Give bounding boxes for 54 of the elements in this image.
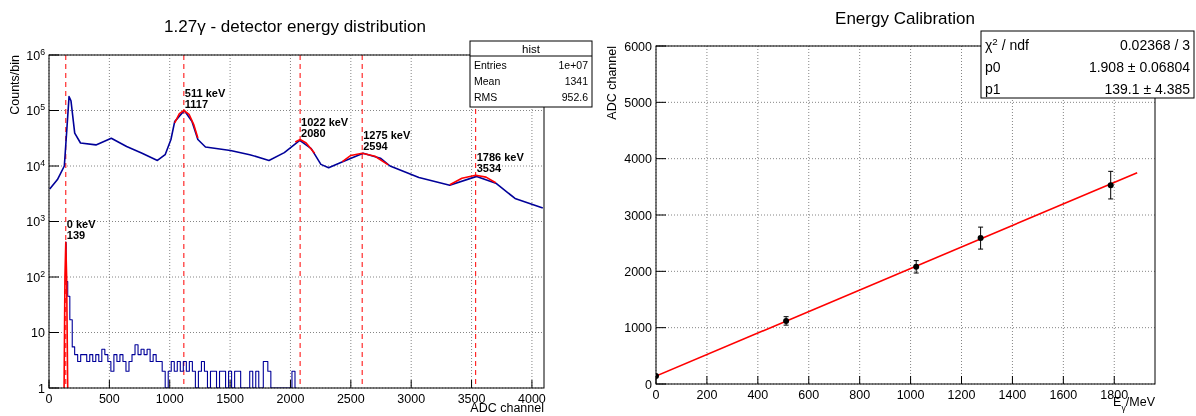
y-tick-label: 10 bbox=[31, 326, 46, 340]
x-tick-label: 400 bbox=[747, 388, 769, 402]
annotation: 0.02368 / 3 bbox=[1119, 37, 1191, 53]
point bbox=[913, 263, 920, 270]
x-tick-label: 1000 bbox=[896, 388, 925, 402]
y-tick-label: 3000 bbox=[624, 208, 653, 223]
y-tick-label: 4000 bbox=[624, 152, 653, 167]
y-tick-label: 10$^{5}$ bbox=[26, 102, 46, 118]
annotation: p0 bbox=[985, 59, 1001, 75]
x-tick-label: 2000 bbox=[276, 392, 305, 406]
annotation: Entries bbox=[474, 59, 507, 71]
y-tick-label: 2000 bbox=[624, 264, 653, 279]
y-tick-label: 1 bbox=[38, 381, 46, 396]
annotation: 0 keV 139 bbox=[66, 218, 97, 242]
annotation: 1786 keV 3534 bbox=[476, 151, 525, 175]
annotation: χ$^{2}$ / ndf bbox=[985, 35, 1030, 53]
annotation: 1275 keV 2594 bbox=[363, 129, 411, 153]
y-tick-label: 10$^{3}$ bbox=[26, 213, 46, 229]
annotation: 139.1 ± 4.385 bbox=[1104, 81, 1191, 97]
x-tick-label: 600 bbox=[798, 388, 820, 402]
x-tick-label: 800 bbox=[849, 388, 871, 402]
y-axis-title: ADC channel bbox=[605, 46, 619, 120]
chart-title: Energy Calibration bbox=[835, 9, 975, 28]
text: 952.6 bbox=[561, 91, 589, 103]
x-tick-label: 3000 bbox=[397, 392, 426, 406]
y-tick-label: 10$^{2}$ bbox=[26, 268, 46, 285]
annotation: 1022 keV 2080 bbox=[301, 115, 349, 139]
y-tick-label: 10$^{6}$ bbox=[26, 46, 46, 63]
annotation: 511 keV 1117 bbox=[184, 86, 226, 110]
y-tick-label: 0 bbox=[645, 377, 653, 392]
x-tick-label: 1500 bbox=[216, 392, 245, 406]
chart-title: 1.27γ - detector energy distribution bbox=[164, 17, 426, 36]
x-tick-label: 200 bbox=[696, 388, 718, 402]
annotation: hist bbox=[522, 43, 541, 55]
x-tick-label: 1400 bbox=[998, 388, 1027, 402]
text: 1e+07 bbox=[558, 59, 589, 71]
x-tick-label: 1000 bbox=[155, 392, 184, 406]
point bbox=[977, 235, 984, 242]
text: 1341 bbox=[564, 75, 589, 87]
y-tick-label: 10$^{4}$ bbox=[26, 157, 46, 174]
point bbox=[1107, 182, 1114, 189]
annotation: RMS bbox=[474, 91, 498, 103]
x-tick-label: 2500 bbox=[336, 392, 365, 406]
line-series bbox=[49, 95, 544, 209]
x-tick-label: 1200 bbox=[947, 388, 976, 402]
x-tick-label: 1600 bbox=[1049, 388, 1078, 402]
y-tick-label: 1000 bbox=[624, 321, 653, 336]
y-axis-title: Counts/bin bbox=[8, 54, 22, 115]
y-tick-label: 5000 bbox=[624, 95, 653, 110]
x-tick-label: 500 bbox=[98, 392, 120, 406]
y-tick-label: 6000 bbox=[624, 39, 653, 54]
annotation: 1.908 ± 0.06804 bbox=[1088, 59, 1191, 75]
annotation: Mean bbox=[474, 75, 501, 87]
annotation: p1 bbox=[985, 81, 1001, 97]
